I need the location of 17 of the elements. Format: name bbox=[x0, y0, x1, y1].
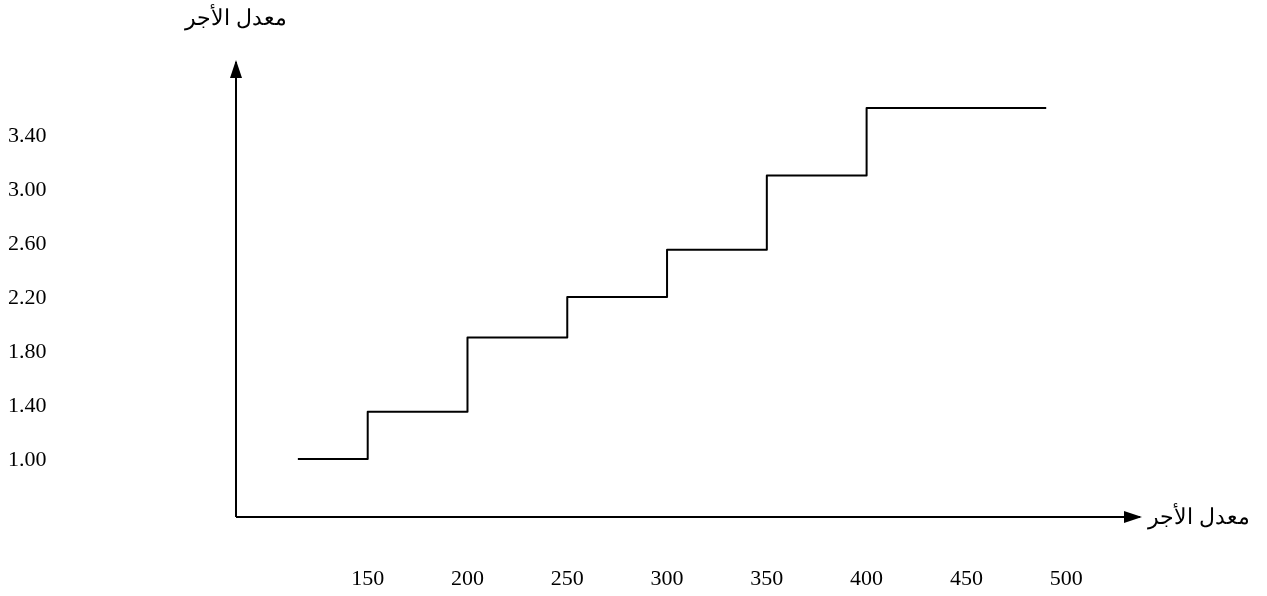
x-tick-label: 350 bbox=[750, 565, 784, 590]
x-tick-label: 250 bbox=[550, 565, 584, 590]
y-tick-label: 3.00 bbox=[8, 176, 47, 202]
y-tick-label: 2.20 bbox=[8, 284, 47, 310]
y-tick-label: 2.60 bbox=[8, 230, 47, 256]
x-tick-label: 300 bbox=[650, 565, 684, 590]
y-tick-label: 1.80 bbox=[8, 338, 47, 364]
x-tick-label: 450 bbox=[949, 565, 983, 590]
x-tick-label: 400 bbox=[850, 565, 884, 590]
y-tick-label: 3.40 bbox=[8, 122, 47, 148]
y-tick-label: 1.40 bbox=[8, 392, 47, 418]
y-tick-label: 1.00 bbox=[8, 446, 47, 472]
x-axis-title: معدل الأجر bbox=[1147, 502, 1250, 530]
y-axis-title: معدل الأجر bbox=[184, 3, 287, 31]
x-tick-label: 500 bbox=[1049, 565, 1083, 590]
x-tick-label: 200 bbox=[450, 565, 484, 590]
x-tick-label: 150 bbox=[351, 565, 385, 590]
